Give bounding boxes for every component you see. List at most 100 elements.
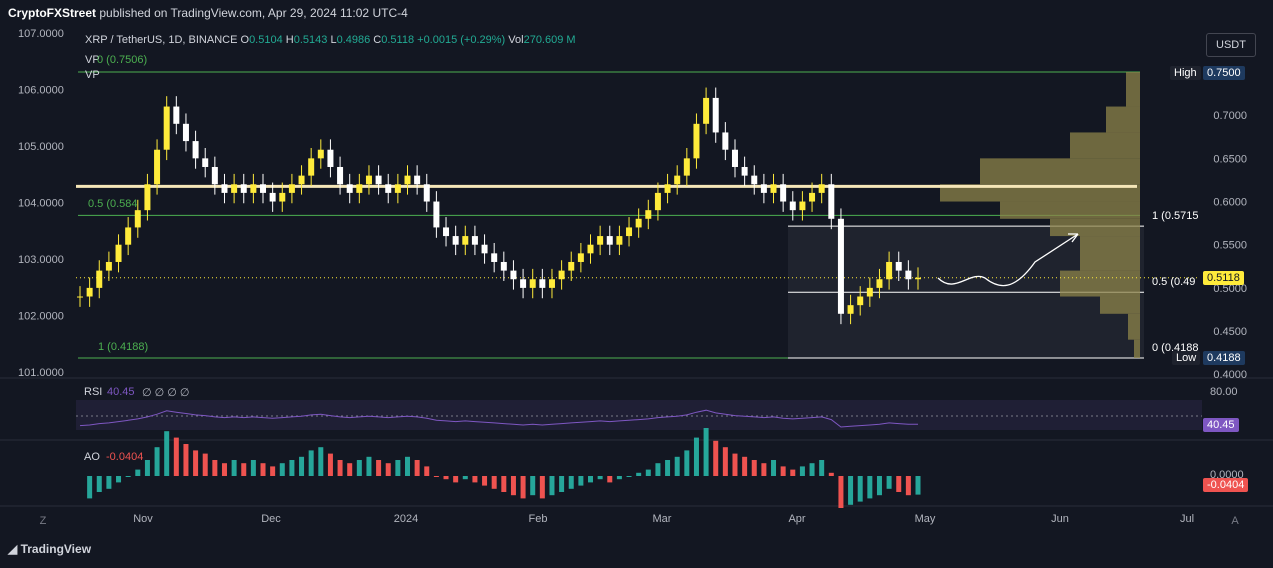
high-tag-value: 0.7500 [1203,66,1245,80]
candle [385,184,392,193]
ao-bar [713,440,719,476]
ao-bar [453,476,459,483]
ao-bar [905,476,911,496]
ao-bar [125,476,131,477]
currency-button[interactable]: USDT [1206,33,1256,57]
ao-bar [771,460,777,476]
x-axis-tick: Feb [529,513,548,525]
high-value: 0.5143 [293,34,328,46]
candle [741,166,748,176]
ao-tag: -0.0404 [1203,478,1249,492]
ao-bar [886,476,892,489]
ao-bar [857,476,863,502]
candle [163,106,170,150]
fib-one-label: 1 (0.4188) [98,341,149,353]
vol-value: 270.609 M [523,34,576,46]
ao-bar [318,447,324,476]
low-tag-label: Low [1172,351,1201,365]
volume-profile-bar [1134,339,1140,358]
ao-bar [183,444,189,476]
ao-bar [809,463,815,476]
close-value: 0.5118 [381,34,415,46]
candle [231,184,238,193]
candle [780,184,787,202]
candle [211,166,218,185]
change-value: +0.0015 (+0.29%) [417,34,506,46]
candle [269,192,276,202]
x-axis-tick: Jul [1180,513,1194,525]
candle [394,184,401,193]
ao-bar [780,466,786,476]
candle [491,253,498,262]
ao-bar [299,456,305,476]
candle [606,236,613,245]
candle [192,141,199,159]
rsi-value: 40.45 [107,386,135,398]
rsi-band [76,400,1202,430]
right-axis-tick: 0.6000 [1213,197,1247,209]
candle [443,227,450,237]
candle [731,149,738,167]
ao-bar [385,463,391,476]
candle [375,175,382,185]
left-axis-tick: 105.0000 [18,141,64,153]
ao-bar [828,472,834,476]
candle [539,279,546,288]
ao-bar [684,450,690,476]
volume-profile-bar [1080,236,1140,271]
ao-bar [289,460,295,476]
fib-top-label: 0 (0.7506) [97,54,148,66]
candle [500,261,507,271]
footer-brand-text: TradingView [20,542,92,556]
x-axis-tick: Apr [788,513,805,525]
ao-bar [539,476,545,499]
ao-bar [491,476,497,489]
ao-bar [433,476,439,477]
candle [250,184,257,193]
low-label: L [330,34,337,46]
ao-bar [443,476,449,480]
low-tag-value: 0.4188 [1203,351,1245,365]
ao-bar [221,463,227,476]
ao-bar [462,476,468,480]
candle [337,166,344,185]
candle [876,279,883,288]
candle [182,123,189,142]
candle [202,158,209,167]
x-axis-tick: May [915,513,936,525]
fib0-right-label: 0 (0.4188 [1152,342,1199,354]
candle [818,184,825,193]
candle [645,210,652,219]
right-axis-tick: 0.4000 [1213,369,1247,381]
ao-bar [876,476,882,496]
ao-bar [761,463,767,476]
right-axis-tick: 0.5000 [1213,283,1247,295]
volume-profile-bar [1128,313,1140,340]
candle [683,158,690,176]
projection-path [937,233,1079,287]
x-axis-tick: 2024 [394,513,418,525]
ao-bar [674,456,680,476]
left-axis-tick: 107.0000 [18,28,64,40]
candle [433,201,440,228]
candle [365,175,372,185]
volume-profile-bar [940,184,1140,202]
candle [404,175,411,185]
volume-profile-bar [1100,296,1140,314]
volume-profile-bar [980,158,1140,185]
right-axis-tick: 0.5500 [1213,240,1247,252]
right-axis-tick: 0.4500 [1213,326,1247,338]
volume-profile-bar [1050,218,1140,237]
candle [712,97,719,133]
ao-bar [414,460,420,476]
ao-bar [819,460,825,476]
ao-bar [193,450,199,476]
volume-profile-bar [1000,201,1140,219]
candle [462,236,469,245]
left-axis-tick: 101.0000 [18,367,64,379]
ao-bar [482,476,488,486]
candle [96,270,103,288]
symbol-name: XRP / TetherUS, 1D, BINANCE [85,34,238,46]
ao-bar [154,447,160,476]
ao-bar [327,453,333,476]
